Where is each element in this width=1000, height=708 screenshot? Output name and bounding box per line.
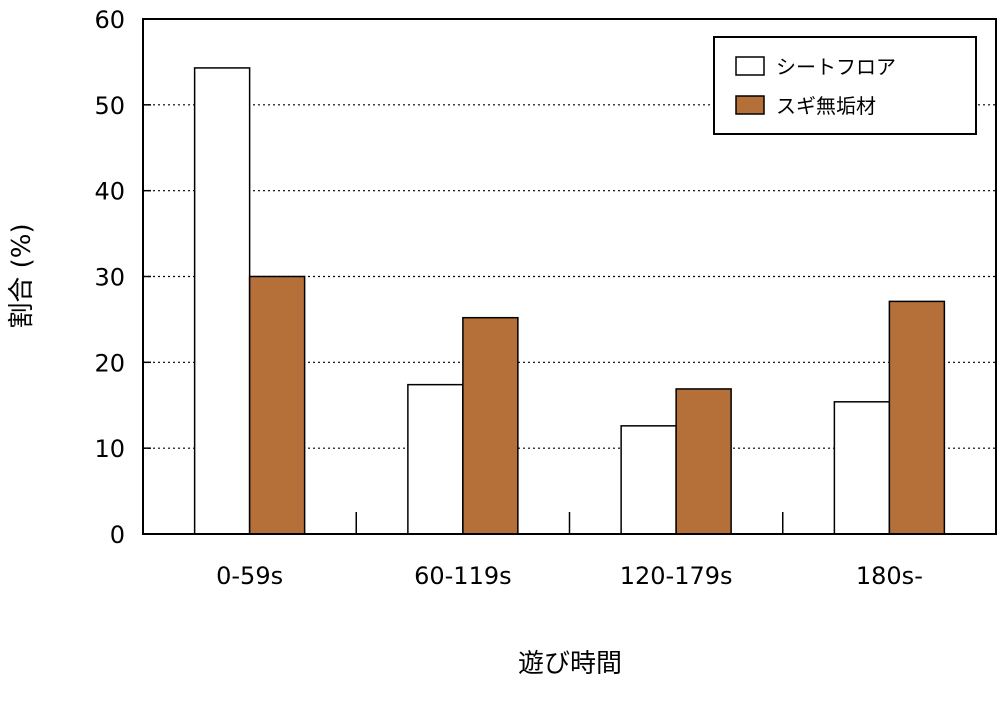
bar-sheet-floor [407, 383, 464, 535]
legend-label-sheet-floor: シートフロア [776, 55, 896, 79]
y-tick-label: 40 [94, 178, 125, 206]
y-axis-ticks: 0 10 20 30 40 50 60 [94, 6, 151, 549]
y-tick-label: 10 [94, 435, 125, 463]
legend-swatch-sugi-solid-wood [735, 95, 765, 115]
x-axis-ticks: 0-59s 60-119s 120-179s 180s- [216, 512, 923, 590]
y-tick-label: 0 [110, 521, 125, 549]
y-tick-label: 50 [94, 92, 125, 120]
legend-box [713, 36, 977, 135]
y-axis-title: 割合 (%) [7, 223, 37, 328]
x-tick-label: 60-119s [414, 562, 512, 590]
x-tick-label: 0-59s [216, 562, 283, 590]
bar-sheet-floor [193, 67, 251, 535]
legend: シートフロア スギ無垢材 [713, 36, 977, 135]
legend-label-sugi-solid-wood: スギ無垢材 [776, 94, 876, 118]
legend-swatch-sheet-floor [735, 56, 765, 76]
x-tick-label: 180s- [856, 562, 923, 590]
bar-sugi-solid-wood [888, 300, 946, 535]
x-axis-title: 遊び時間 [518, 649, 622, 679]
bar-sheet-floor [833, 401, 891, 535]
bar-sugi-solid-wood [248, 275, 306, 535]
y-tick-label: 60 [94, 6, 125, 34]
bar-sheet-floor [620, 425, 677, 535]
x-tick-label: 120-179s [620, 562, 733, 590]
y-tick-label: 30 [94, 264, 125, 292]
y-tick-label: 20 [94, 349, 125, 377]
bar-sugi-solid-wood [675, 388, 732, 535]
bar-sugi-solid-wood [462, 316, 519, 535]
bars [193, 67, 946, 535]
